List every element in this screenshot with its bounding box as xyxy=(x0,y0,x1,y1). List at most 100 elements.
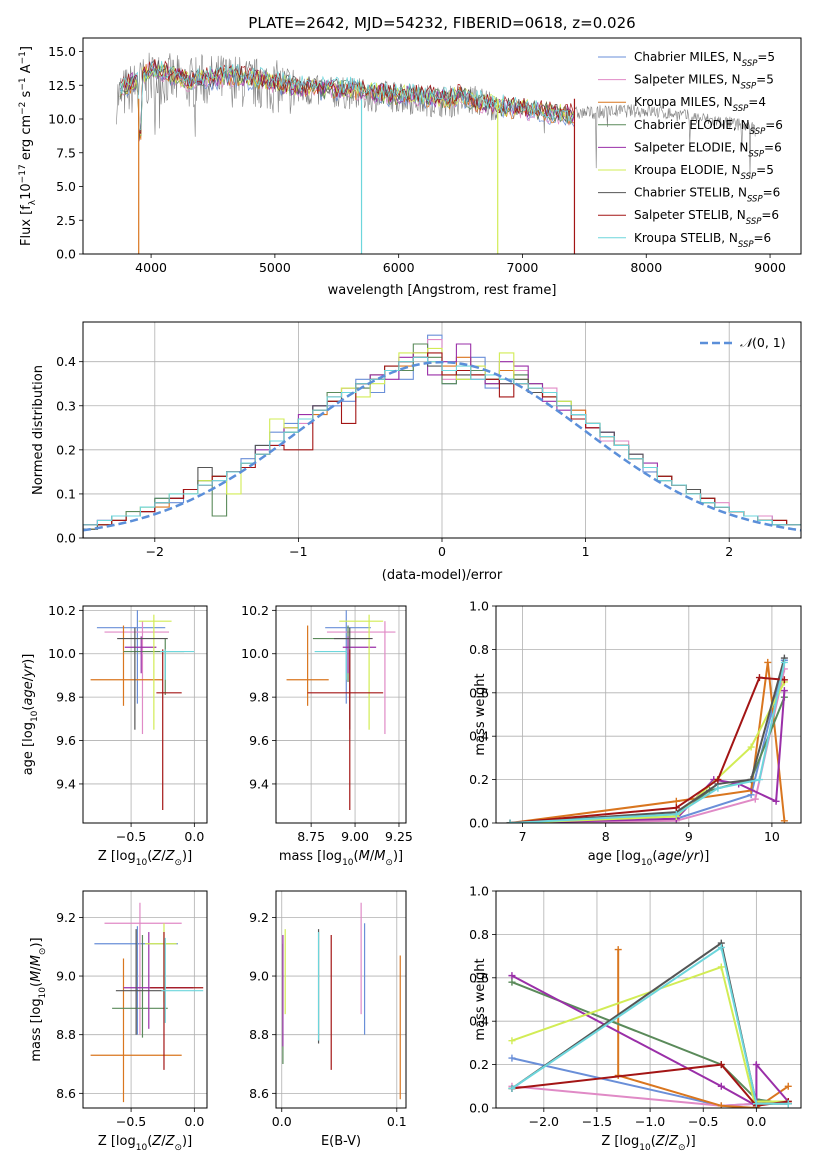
tick-label-x: 0 xyxy=(438,544,446,559)
spectrum-panel: 4000 5000 6000 7000 8000 9000 0.0 2.5 5.0 7.5 10.0… xyxy=(18,37,802,298)
tick-label-y: 10.2 xyxy=(48,603,76,618)
tick-label-y: 1.0 xyxy=(469,599,489,614)
plot-area xyxy=(508,939,792,1108)
data-point xyxy=(717,1061,725,1069)
legend-label: Salpeter MILES, NSSP=5 xyxy=(634,73,774,92)
plot-area xyxy=(282,902,401,1100)
y-axis-label: mass [log10(M/M⊙)] xyxy=(29,937,48,1061)
x-axis-label: (data-model)/error xyxy=(382,568,503,583)
axes-frame xyxy=(82,321,802,539)
data-point xyxy=(508,978,516,986)
series-line xyxy=(510,662,786,823)
tick-label-x: −1.5 xyxy=(582,1114,612,1129)
tick-label-y: 9.4 xyxy=(249,776,269,791)
tick-label-y: 0.0 xyxy=(56,531,76,546)
tick-label-y: 0.2 xyxy=(56,442,76,457)
legend-label: Salpeter ELODIE, NSSP=6 xyxy=(634,140,782,159)
tick-label-y: 0.8 xyxy=(469,642,489,657)
tick-label-x: 8 xyxy=(602,829,610,844)
grid xyxy=(276,891,406,1108)
data-point xyxy=(755,674,763,682)
tick-label-y: 8.8 xyxy=(249,1027,269,1042)
series-line xyxy=(509,662,786,823)
data-point xyxy=(717,963,725,971)
data-point xyxy=(752,1061,760,1069)
data-point xyxy=(672,797,680,805)
tick-label-y: 9.6 xyxy=(249,733,269,748)
plot-area xyxy=(90,610,195,810)
tick-label-y: 9.0 xyxy=(249,969,269,984)
y-axis-label: mass weight xyxy=(473,958,488,1040)
tick-label-y: 9.8 xyxy=(56,690,76,705)
data-point xyxy=(751,795,759,803)
data-spectrum xyxy=(116,52,756,177)
tick-label-x: 1 xyxy=(582,544,590,559)
data-point xyxy=(780,658,788,666)
x-axis-label: Z [log10(Z/Z⊙)] xyxy=(98,849,192,868)
series-line xyxy=(510,690,786,823)
legend-label: Kroupa ELODIE, NSSP=5 xyxy=(634,163,774,182)
x-axis-label: E(B-V) xyxy=(321,1134,361,1149)
tick-label-y: 0.0 xyxy=(56,247,76,262)
tick-label-y: 9.2 xyxy=(56,910,76,925)
tick-label-y: 8.6 xyxy=(56,1086,76,1101)
series-line xyxy=(510,660,786,823)
x-axis-label: age [log10(age/yr)] xyxy=(588,849,710,868)
series-line xyxy=(511,965,789,1103)
plot-area xyxy=(90,902,204,1103)
y-axis-label: mass weight xyxy=(473,673,488,755)
legend-label: Kroupa MILES, NSSP=4 xyxy=(634,95,766,114)
tick-label-y: 0.4 xyxy=(469,1014,489,1029)
axes-frame xyxy=(275,890,407,1109)
series-line xyxy=(510,676,785,823)
tick-label-x: −1 xyxy=(289,544,307,559)
tick-label-y: 0.8 xyxy=(469,927,489,942)
tick-label-y: 0.6 xyxy=(469,970,489,985)
tick-label-x: −0.5 xyxy=(688,1114,718,1129)
data-point xyxy=(717,1082,725,1090)
tick-label-x: 4000 xyxy=(135,260,167,275)
series-line xyxy=(511,1085,789,1107)
legend-label: Chabrier MILES, NSSP=5 xyxy=(634,50,775,69)
mass_weight_vs_age-panel: 7 8 9 10 0.0 0.2 0.4 0.6 0.8 1.0 age [log10(age/yr… xyxy=(469,599,802,868)
model-spectrum xyxy=(119,60,575,130)
tick-label-y: 12.5 xyxy=(48,78,76,93)
plot-area xyxy=(83,334,801,538)
tick-label-x: 7 xyxy=(519,829,527,844)
age_vs_mass-panel: 8.75 9.00 9.25 9.4 9.6 9.8 10.0 10.2 mass [log10… xyxy=(241,603,413,868)
tick-label-y: 0.1 xyxy=(56,486,76,501)
age_vs_Z-panel: −0.5 0.0 9.4 9.6 9.8 10.0 10.2 Z [log10(Z/Z⊙)] a… xyxy=(21,603,208,868)
y-axis-label: Normed distribution xyxy=(31,365,46,495)
tick-label-x: −0.5 xyxy=(116,1114,146,1129)
tick-label-y: 1.0 xyxy=(469,884,489,899)
axes-frame xyxy=(495,890,802,1109)
tick-label-x: 5000 xyxy=(259,260,291,275)
data-point xyxy=(752,1100,760,1108)
data-point xyxy=(764,658,772,666)
data-point xyxy=(714,784,722,792)
tick-label-y: 0.3 xyxy=(56,398,76,413)
tick-label-y: 15.0 xyxy=(48,44,76,59)
tick-label-y: 8.6 xyxy=(249,1086,269,1101)
tick-label-x: 6000 xyxy=(383,260,415,275)
axes-frame xyxy=(82,37,802,255)
data-point xyxy=(747,743,755,751)
tick-label-y: 10.0 xyxy=(48,646,76,661)
tick-label-y: 0.2 xyxy=(469,1057,489,1072)
x-axis-label: mass [log10(M/M⊙)] xyxy=(279,849,403,868)
tick-label-y: 10.2 xyxy=(241,603,269,618)
grid xyxy=(496,890,801,1109)
tick-label-x: −0.5 xyxy=(116,829,146,844)
series-line xyxy=(511,945,789,1105)
data-point xyxy=(780,687,788,695)
normal-curve xyxy=(83,360,801,532)
data-point xyxy=(508,972,516,980)
tick-label-y: 9.8 xyxy=(249,690,269,705)
tick-label-y: 7.5 xyxy=(56,145,76,160)
tick-label-y: 0.0 xyxy=(469,816,489,831)
axes-frame xyxy=(275,605,407,824)
histogram-step xyxy=(83,356,801,538)
data-point xyxy=(784,1082,792,1090)
x-axis-label: Z [log10(Z/Z⊙)] xyxy=(98,1134,192,1153)
